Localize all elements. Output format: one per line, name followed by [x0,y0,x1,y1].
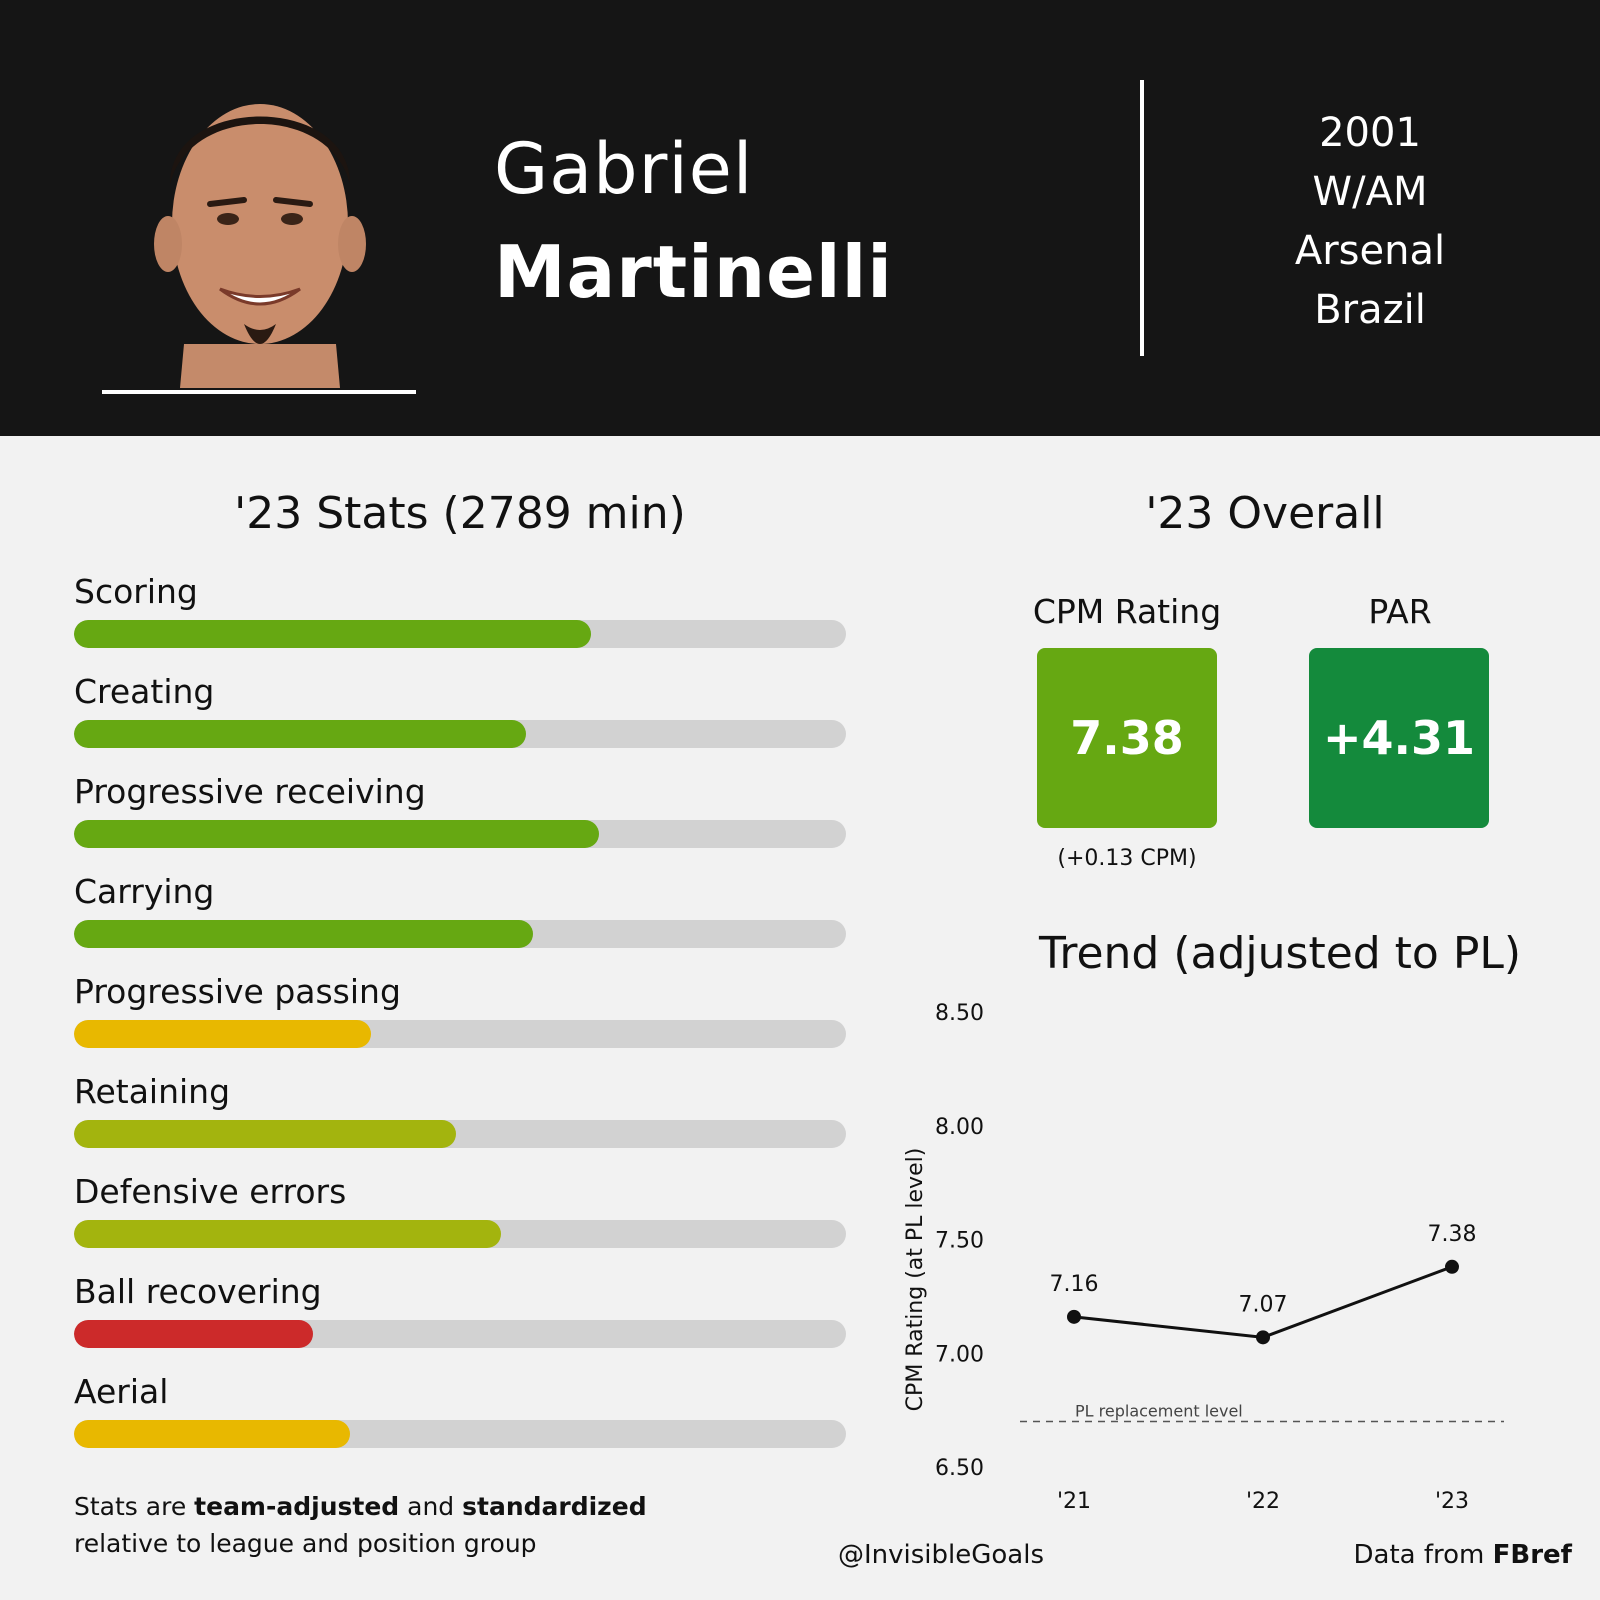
birth-year: 2001 [1319,110,1421,156]
stat-row: Defensive errors [74,1172,846,1248]
player-bio: 2001 W/AM Arsenal Brazil [1230,104,1510,340]
footnote-bold: team-adjusted [194,1492,400,1521]
stat-bar-fill [74,620,592,648]
par-box: +4.31 [1309,648,1489,828]
stats-title: '23 Stats (2789 min) [234,488,686,539]
trend-chart: 6.50 7.00 7.50 8.00 8.50 CPM Rating (at PL le… [903,1001,1504,1514]
replacement-level-label: PL replacement level [1075,1402,1243,1421]
stat-label: Scoring [74,572,198,611]
stat-bar-track [74,1120,846,1148]
y-tick-label: 7.50 [935,1229,984,1254]
credit-handle: @InvisibleGoals [838,1540,1045,1570]
x-tick-label: '23 [1435,1489,1469,1514]
stat-row: Aerial [74,1372,846,1448]
stats-footnote: Stats are team-adjusted and standardized… [74,1488,647,1562]
trend-point [1067,1309,1081,1324]
x-tick-label: '22 [1246,1489,1280,1514]
stat-label: Defensive errors [74,1172,347,1211]
player-first-name: Gabriel [494,128,754,210]
stat-bar-track [74,720,846,748]
trend-point [1445,1259,1459,1274]
stat-row: Scoring [74,572,846,648]
stat-bar-fill [74,1220,501,1248]
footnote-bold: standardized [462,1492,647,1521]
stat-bar-fill [74,920,534,948]
cpm-rating-box: 7.38 [1037,648,1217,828]
player-last-name: Martinelli [494,230,893,314]
data-label: 7.16 [1050,1272,1099,1297]
stat-label: Creating [74,672,215,711]
stat-row: Carrying [74,872,846,948]
stat-bar-fill [74,1020,372,1048]
credit-source: Data from FBref [1354,1540,1572,1570]
trend-title: Trend (adjusted to PL) [1038,928,1522,979]
nation: Brazil [1314,287,1426,333]
stat-label: Progressive receiving [74,772,426,811]
stat-bar-fill [74,820,599,848]
stat-bar-track [74,1220,846,1248]
par-label: PAR [1368,592,1432,631]
footnote-text: Stats are [74,1492,195,1521]
data-label: 7.07 [1239,1292,1288,1317]
y-axis-label: CPM Rating (at PL level) [903,1148,928,1412]
header-banner: Gabriel Martinelli 2001 W/AM Arsenal Bra… [0,0,1600,436]
stat-label: Retaining [74,1072,231,1111]
stat-bar-track [74,820,846,848]
photo-underline [102,390,416,394]
position: W/AM [1312,169,1428,215]
footnote-text: relative to league and position group [74,1529,537,1558]
stat-row: Progressive receiving [74,772,846,848]
stat-bar-track [74,1420,846,1448]
stat-row: Progressive passing [74,972,846,1048]
data-label: 7.38 [1428,1222,1477,1247]
stat-row: Creating [74,672,846,748]
stat-label: Progressive passing [74,972,401,1011]
club: Arsenal [1294,228,1446,274]
stat-bar-fill [74,1320,314,1348]
stat-bar-fill [74,1420,351,1448]
y-tick-label: 8.00 [935,1115,984,1140]
stat-label: Aerial [74,1372,169,1411]
stat-bar-track [74,620,846,648]
trend-point [1256,1330,1270,1345]
credit-source-name: FBref [1492,1540,1572,1570]
cpm-rating-label: CPM Rating [1032,592,1222,631]
stat-label: Ball recovering [74,1272,322,1311]
header-divider [1140,80,1144,356]
stat-bar-fill [74,1120,457,1148]
stat-bar-fill [74,720,526,748]
stat-label: Carrying [74,872,215,911]
x-tick-label: '21 [1057,1489,1091,1514]
stat-bar-track [74,1320,846,1348]
footnote-text: and [399,1492,463,1521]
cpm-delta: (+0.13 CPM) [1057,846,1197,871]
stat-bar-track [74,920,846,948]
y-tick-label: 7.00 [935,1342,984,1367]
y-tick-label: 8.50 [935,1001,984,1026]
stat-row: Ball recovering [74,1272,846,1348]
overall-title: '23 Overall [1145,488,1385,539]
credit-source-prefix: Data from [1353,1540,1493,1570]
y-tick-label: 6.50 [935,1456,984,1481]
stat-row: Retaining [74,1072,846,1148]
stat-bar-track [74,1020,846,1048]
player-photo [154,104,366,388]
